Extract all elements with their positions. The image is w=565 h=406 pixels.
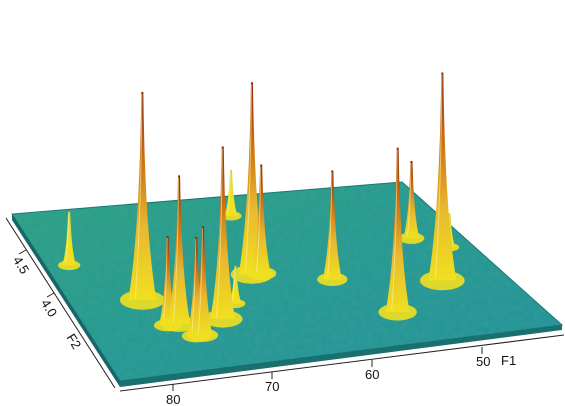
x-tick-label: 60 [365,367,379,382]
surface-side-front [120,325,562,387]
x-axis-line [119,334,565,392]
y-tick-label: 4.0 [38,296,60,319]
peak-body [428,72,457,281]
x-tick-label: 80 [166,392,180,406]
y-axis-title: F2 [64,331,85,352]
surface-floor [11,181,564,387]
peak [419,72,465,291]
peak-body [385,147,410,313]
peak-highlight [216,148,223,317]
peak [187,226,219,342]
peak-body [403,160,420,239]
x-tick-label: 70 [265,379,279,394]
peak-highlight [134,93,143,298]
y-tick-label: 4.5 [10,253,32,276]
peak [57,211,81,271]
peak [378,147,417,321]
peak-highlight [227,172,232,214]
peak [317,170,348,286]
peak-highlight [391,149,398,311]
peak-body [128,91,157,300]
peak-highlight [255,166,262,272]
y-axis-line [5,217,116,389]
peak-highlight [406,162,412,237]
x-tick-60: 60 [365,360,379,382]
peak-highlight [65,213,70,264]
peak-highlight [434,74,443,279]
peak [160,175,198,332]
peak-body [210,146,236,319]
peak-body [62,211,77,266]
peak [119,91,165,310]
peak-body [229,265,242,304]
peak-highlight [191,238,197,335]
peak-highlight [327,172,333,278]
x-tick-70: 70 [265,372,279,394]
peak-highlight [231,267,236,302]
peak-body [224,170,238,216]
peak [398,160,425,244]
peak-highlight [172,177,180,322]
surface-side-left [12,214,120,387]
x-tick-label: 50 [476,354,490,369]
x-axis-title: F1 [501,353,516,368]
peak [202,146,243,328]
peak-highlight [162,238,168,324]
peak-body [167,175,191,324]
peak-highlight [244,84,252,273]
peak-body [322,170,342,280]
peak [245,164,277,281]
peak-body [193,226,213,336]
peak-highlight [197,228,203,334]
peaks-layer [57,72,465,343]
surface-texture [12,182,562,381]
peak-body [251,164,271,274]
x-tick-80: 80 [166,384,180,406]
x-tick-50: 50 [476,347,490,369]
